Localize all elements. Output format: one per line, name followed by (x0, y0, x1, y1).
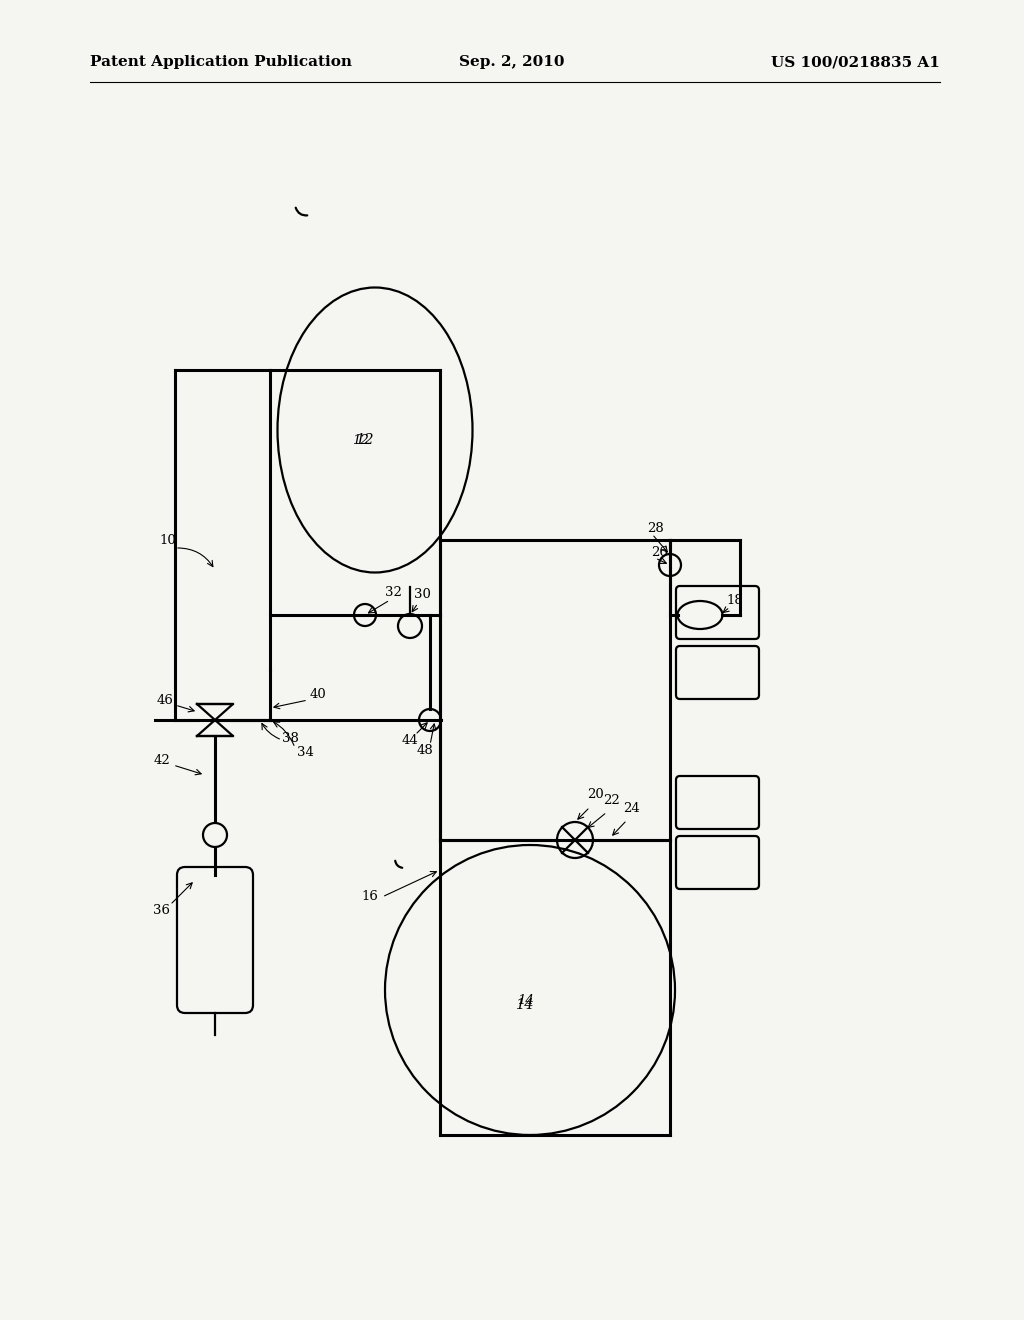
Text: 14: 14 (517, 994, 534, 1006)
Text: Sep. 2, 2010: Sep. 2, 2010 (459, 55, 565, 69)
Text: 38: 38 (282, 731, 298, 744)
Text: US 100/0218835 A1: US 100/0218835 A1 (771, 55, 940, 69)
Text: 12: 12 (355, 433, 374, 447)
Text: 46: 46 (157, 693, 173, 706)
Text: 22: 22 (603, 793, 621, 807)
Text: 42: 42 (154, 754, 170, 767)
Text: 32: 32 (385, 586, 401, 598)
Text: 36: 36 (154, 903, 171, 916)
Text: 10: 10 (160, 533, 176, 546)
Text: 20: 20 (587, 788, 603, 801)
Text: Patent Application Publication: Patent Application Publication (90, 55, 352, 69)
Text: 40: 40 (309, 689, 327, 701)
Text: 18: 18 (727, 594, 743, 606)
Text: 28: 28 (646, 521, 664, 535)
Text: 26: 26 (651, 545, 669, 558)
Text: 24: 24 (624, 801, 640, 814)
Text: 34: 34 (297, 746, 313, 759)
Text: 14: 14 (516, 998, 535, 1012)
Text: 44: 44 (401, 734, 419, 747)
Text: 30: 30 (414, 589, 430, 602)
Text: 48: 48 (417, 743, 433, 756)
Text: 12: 12 (351, 433, 369, 446)
Text: 16: 16 (361, 891, 379, 903)
